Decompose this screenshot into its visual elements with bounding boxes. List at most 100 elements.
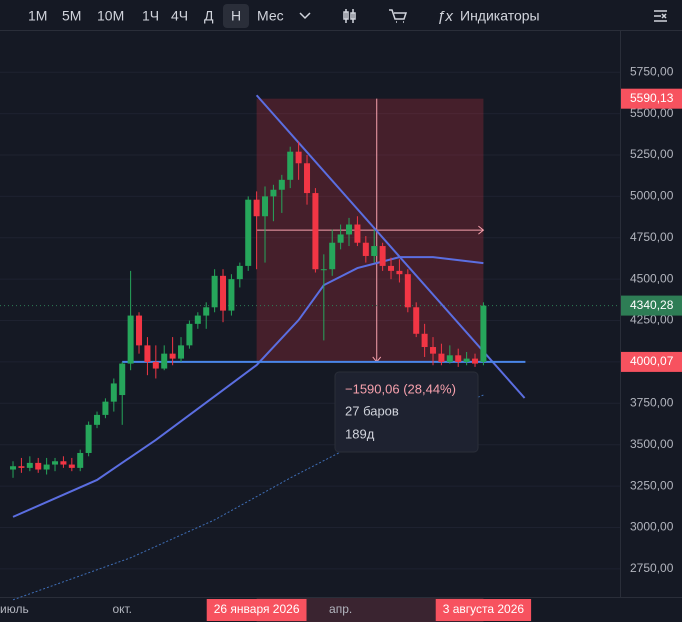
candle-body	[438, 353, 445, 362]
candle-body	[161, 353, 168, 369]
replay-icon[interactable]	[389, 9, 408, 23]
overlay-line	[12, 256, 484, 518]
candle-body	[203, 307, 210, 316]
candle-body	[304, 163, 311, 194]
candle-body	[228, 279, 235, 311]
candle-body	[371, 246, 378, 256]
y-tick-label: 5000,00	[630, 189, 674, 203]
candle-body	[463, 358, 470, 362]
candle-body	[329, 242, 336, 270]
price-tag-label: 4000,07	[630, 354, 674, 368]
candle-body	[430, 347, 437, 354]
overlay-line	[12, 394, 484, 601]
candle-body	[337, 234, 344, 243]
candle-body	[26, 462, 33, 468]
candle-body	[320, 269, 327, 271]
candle-body	[77, 452, 84, 468]
candle-body	[278, 179, 285, 190]
chevron-icon[interactable]	[299, 12, 311, 20]
candle-body	[236, 265, 243, 280]
overlay-line	[255, 94, 526, 399]
candle-body	[245, 199, 252, 266]
y-tick-label: 3250,00	[630, 478, 674, 492]
fx-icon[interactable]: ƒx	[437, 8, 453, 25]
measure-change: −1590,06 (28,44%)	[345, 381, 456, 396]
candle-body	[169, 353, 176, 359]
candle-body	[94, 414, 101, 425]
candle-body	[270, 189, 277, 197]
y-tick-label: 4250,00	[630, 313, 674, 327]
x-label-highlight	[206, 599, 307, 621]
measure-bars: 27 баров	[345, 403, 399, 418]
candle-body	[404, 274, 411, 308]
candle-body	[43, 464, 50, 470]
candle-body	[312, 193, 319, 270]
candle-body	[52, 461, 59, 465]
candle-body	[102, 401, 109, 415]
x-tick-label: апр.	[329, 602, 352, 616]
interval-button[interactable]: 10М	[97, 8, 124, 24]
candle-body	[354, 224, 361, 243]
price-tag-label: 4340,28	[630, 298, 674, 312]
y-tick-label: 3500,00	[630, 437, 674, 451]
candle-body	[262, 196, 269, 217]
y-tick-label: 5750,00	[630, 64, 674, 78]
candle-body	[127, 315, 134, 364]
candle-body	[178, 345, 185, 359]
candle-body	[35, 462, 42, 470]
price-tag	[621, 88, 682, 109]
price-tag	[621, 295, 682, 316]
indicators-button[interactable]: Индикаторы	[460, 8, 540, 24]
y-tick-label: 5250,00	[630, 147, 674, 161]
measure-days: 189д	[345, 426, 375, 441]
x-tick-label: окт.	[112, 602, 132, 616]
interval-button[interactable]: Мес	[257, 8, 284, 24]
candle-body	[446, 355, 453, 362]
candle-body	[152, 361, 159, 369]
candle-body	[220, 275, 227, 311]
candle-body	[379, 246, 386, 266]
candle-body	[346, 224, 353, 235]
interval-button[interactable]: 4Ч	[171, 8, 188, 24]
candle-body	[396, 270, 403, 275]
candle-body	[413, 307, 420, 334]
candle-icon[interactable]	[343, 9, 356, 23]
candle-body	[480, 305, 487, 362]
x-label-highlight	[435, 599, 532, 621]
candle-body	[10, 466, 17, 470]
candle-body	[472, 358, 479, 364]
candle-body	[253, 199, 260, 217]
plot	[0, 71, 620, 601]
interval-button[interactable]: 1М	[28, 8, 47, 24]
candle-body	[388, 265, 395, 271]
toolbar-icons	[299, 9, 667, 23]
y-tick-label: 5500,00	[630, 106, 674, 120]
active-interval-bg	[223, 4, 249, 28]
candle-body	[68, 464, 75, 468]
x-tick-label: 26 января 2026	[214, 602, 300, 616]
candle-body	[455, 355, 462, 362]
y-tick-label: 4500,00	[630, 271, 674, 285]
candle-body	[18, 466, 25, 468]
candle-body	[60, 461, 67, 465]
candle-body	[421, 333, 428, 348]
y-tick-label: 3750,00	[630, 395, 674, 409]
x-tick-label: 3 августа 2026	[443, 602, 525, 616]
candle-body	[295, 151, 302, 164]
interval-button[interactable]: 5М	[62, 8, 81, 24]
interval-button[interactable]: Н	[231, 8, 241, 24]
candle-body	[194, 315, 201, 324]
y-tick-label: 4750,00	[630, 230, 674, 244]
measure-arrow-right	[478, 225, 485, 235]
candle-body	[144, 345, 151, 362]
y-tick-label: 2750,00	[630, 561, 674, 575]
interval-button[interactable]: Д	[204, 8, 214, 24]
interval-button[interactable]: 1Ч	[142, 8, 159, 24]
menu-icon[interactable]	[654, 10, 667, 22]
candle-body	[110, 383, 117, 402]
candle-body	[119, 363, 126, 396]
candle-body	[211, 275, 218, 308]
y-tick-label: 3000,00	[630, 520, 674, 534]
